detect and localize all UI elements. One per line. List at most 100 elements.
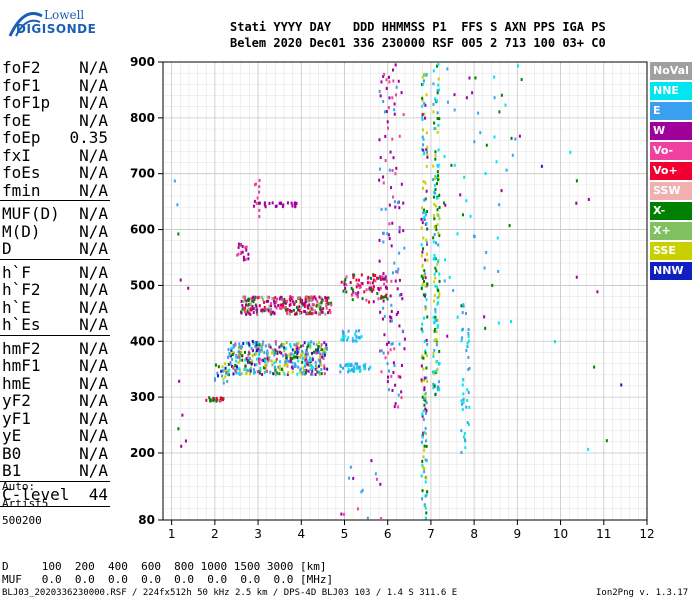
- echo-point: [432, 257, 435, 261]
- echo-point: [222, 381, 225, 385]
- echo-point: [315, 351, 318, 355]
- echo-point: [426, 145, 429, 149]
- echo-point: [297, 308, 300, 312]
- echo-point: [250, 296, 253, 300]
- echo-point: [421, 322, 424, 326]
- echo-point: [496, 236, 499, 240]
- y-tick-label: 900: [130, 55, 155, 69]
- echo-point: [303, 355, 306, 359]
- echo-point: [305, 295, 308, 299]
- echo-point: [387, 375, 390, 379]
- echo-point: [400, 396, 403, 400]
- echo-point: [505, 168, 508, 172]
- echo-point: [383, 333, 386, 337]
- echo-point: [453, 93, 456, 97]
- echo-point: [288, 297, 291, 301]
- echo-point: [378, 238, 381, 242]
- echo-point: [327, 302, 330, 306]
- echo-point: [288, 342, 291, 346]
- echo-point: [306, 345, 309, 349]
- echo-point: [437, 174, 440, 178]
- echo-point: [434, 284, 437, 288]
- echo-point: [436, 386, 439, 390]
- echo-point: [319, 355, 322, 359]
- echo-point: [245, 357, 248, 361]
- echo-point: [273, 301, 276, 305]
- echo-point: [320, 372, 323, 376]
- echo-point: [388, 168, 391, 172]
- echo-point: [384, 134, 387, 138]
- echo-point: [420, 287, 423, 291]
- echo-point: [385, 293, 388, 297]
- echo-point: [421, 96, 424, 100]
- echo-point: [244, 358, 247, 362]
- echo-point: [296, 351, 299, 355]
- echo-point: [323, 372, 326, 376]
- echo-point: [266, 295, 269, 299]
- echo-point: [320, 310, 323, 314]
- echo-point: [311, 372, 314, 376]
- echo-point: [257, 353, 260, 357]
- echo-point: [310, 307, 313, 311]
- echo-point: [308, 363, 311, 367]
- echo-point: [323, 348, 326, 352]
- echo-point: [354, 332, 357, 336]
- echo-point: [299, 299, 302, 303]
- echo-point: [293, 312, 296, 316]
- echo-point: [209, 399, 212, 403]
- echo-point: [213, 377, 216, 381]
- echo-point: [260, 348, 263, 352]
- echo-point: [394, 383, 397, 387]
- echo-point: [422, 137, 425, 141]
- echo-point: [434, 338, 437, 342]
- echo-point: [255, 304, 258, 308]
- echo-point: [309, 310, 312, 314]
- echo-point: [298, 311, 301, 315]
- echo-point: [309, 358, 312, 362]
- echo-point: [237, 360, 240, 364]
- echo-point: [291, 356, 294, 360]
- echo-point: [394, 172, 397, 176]
- echo-point: [392, 79, 395, 83]
- echo-point: [286, 307, 289, 311]
- echo-point: [285, 354, 288, 358]
- echo-point: [234, 355, 237, 359]
- echo-point: [311, 366, 314, 370]
- echo-point: [310, 372, 313, 376]
- echo-point: [289, 359, 292, 363]
- echo-point: [398, 293, 401, 297]
- echo-point: [272, 299, 275, 303]
- echo-point: [422, 143, 425, 147]
- echo-point: [421, 250, 424, 254]
- echo-point: [279, 360, 282, 364]
- param-key: fmin: [2, 180, 41, 200]
- echo-point: [460, 451, 463, 455]
- echo-point: [421, 412, 424, 416]
- echo-point: [255, 340, 258, 344]
- echo-point: [213, 378, 216, 382]
- param-key: foF2: [2, 58, 41, 77]
- echo-point: [306, 299, 309, 303]
- echo-point: [243, 295, 246, 299]
- param-row-fof2: foF2 N/A: [2, 58, 110, 77]
- echo-point: [304, 353, 307, 357]
- echo-point: [294, 364, 297, 368]
- echo-point: [314, 351, 317, 355]
- echo-point: [520, 78, 523, 82]
- echo-point: [187, 286, 190, 290]
- echo-point: [312, 296, 315, 300]
- echo-point: [434, 204, 437, 208]
- echo-point: [388, 80, 391, 84]
- echo-point: [426, 210, 429, 214]
- echo-point: [215, 399, 218, 403]
- echo-point: [421, 354, 424, 358]
- echo-point: [264, 364, 267, 368]
- echo-point: [297, 295, 300, 299]
- echo-point: [587, 447, 590, 451]
- echo-point: [462, 397, 465, 401]
- echo-point: [456, 315, 459, 319]
- echo-point: [388, 96, 391, 100]
- echo-point: [389, 319, 392, 323]
- echo-point: [285, 299, 288, 303]
- echo-point: [397, 310, 400, 314]
